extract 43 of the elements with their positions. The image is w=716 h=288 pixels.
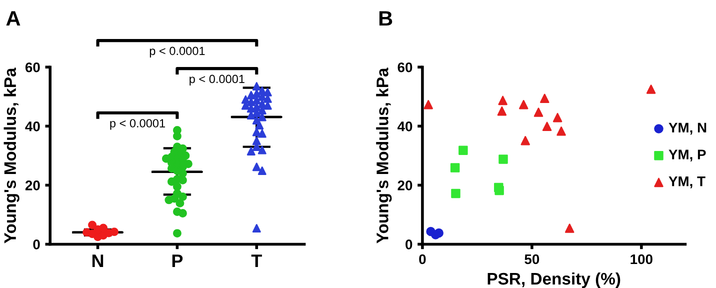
point — [540, 94, 550, 104]
y-tick-label: 20 — [398, 180, 412, 190]
x-tick-label: 50 — [524, 254, 540, 264]
annotation: p < 0.0001 — [110, 119, 165, 130]
point — [498, 96, 508, 106]
point — [458, 146, 468, 155]
point — [518, 100, 528, 110]
y-tick-label: 60 — [25, 62, 40, 72]
x-tick-label: N — [92, 254, 104, 268]
x-tick-label: 0 — [419, 254, 426, 264]
legend-label: YM, N — [668, 122, 706, 135]
point — [564, 224, 574, 233]
point — [520, 136, 530, 146]
y-tick-label: 0 — [406, 240, 412, 250]
point — [534, 108, 544, 117]
x-tick-label: 100 — [630, 254, 652, 264]
text: p < 0.0001 — [150, 46, 205, 58]
y-tick-label: 60 — [398, 62, 412, 72]
x-axis-title: PSR, Density (%) — [488, 272, 620, 288]
point — [552, 112, 562, 122]
x-tick-label: P — [172, 254, 183, 268]
y-tick-label: 40 — [25, 121, 40, 132]
legend-label: YM, T — [668, 176, 706, 188]
point — [556, 126, 566, 136]
point — [451, 188, 460, 198]
y-tick-label: 20 — [25, 180, 40, 190]
chart-title: B — [379, 11, 392, 26]
x-tick-label: T — [251, 254, 262, 268]
point — [450, 163, 460, 172]
y-tick-label: 0 — [33, 240, 40, 250]
y-axis-title: Young's Modulus, kPa — [4, 68, 20, 244]
point — [434, 228, 444, 238]
point — [542, 122, 552, 132]
point — [424, 100, 433, 110]
y-axis-title: Young's Modulus, kPa — [376, 68, 392, 244]
point — [646, 84, 656, 94]
annotation: p < 0.0001 — [190, 74, 244, 86]
y-tick-label: 40 — [397, 121, 412, 132]
point — [494, 186, 504, 196]
legend-label: YM, P — [668, 150, 706, 162]
point — [497, 106, 507, 116]
chart-title: A — [6, 11, 20, 26]
point — [498, 154, 508, 164]
